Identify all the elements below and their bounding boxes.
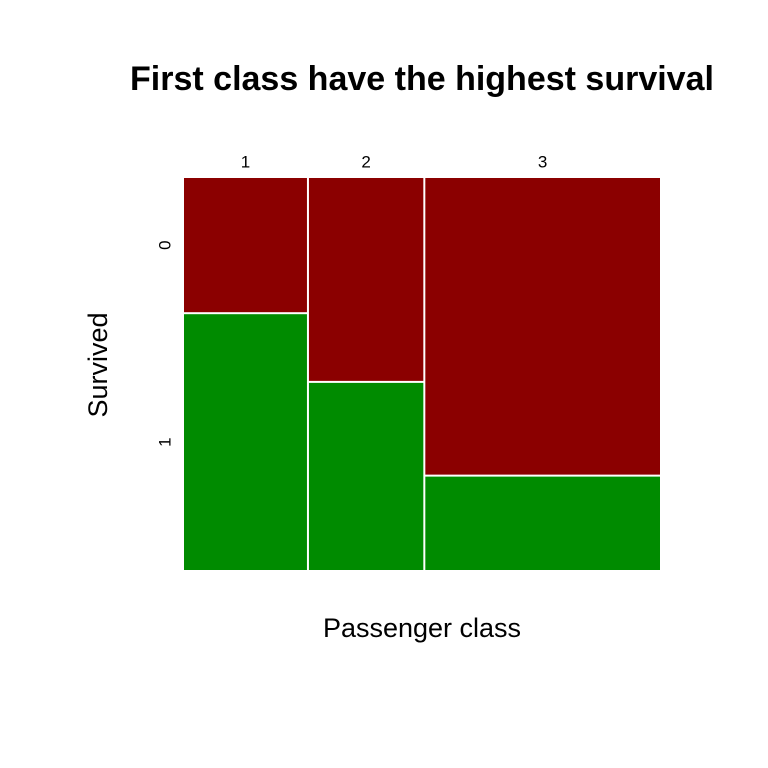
mosaic-cell [308, 178, 424, 381]
chart-title: First class have the highest survival [130, 60, 714, 98]
row-label: 0 [155, 240, 174, 249]
column-label: 1 [241, 152, 250, 171]
mosaic-cell [184, 314, 307, 570]
x-axis-label: Passenger class [323, 613, 521, 643]
y-axis-label: Survived [83, 312, 113, 417]
mosaic-cell [184, 178, 307, 313]
mosaic-cell [425, 476, 660, 570]
column-label: 2 [361, 152, 370, 171]
row-label: 1 [155, 437, 174, 446]
mosaic-cell [308, 382, 424, 570]
mosaic-cell [425, 178, 660, 475]
column-label: 3 [538, 152, 547, 171]
